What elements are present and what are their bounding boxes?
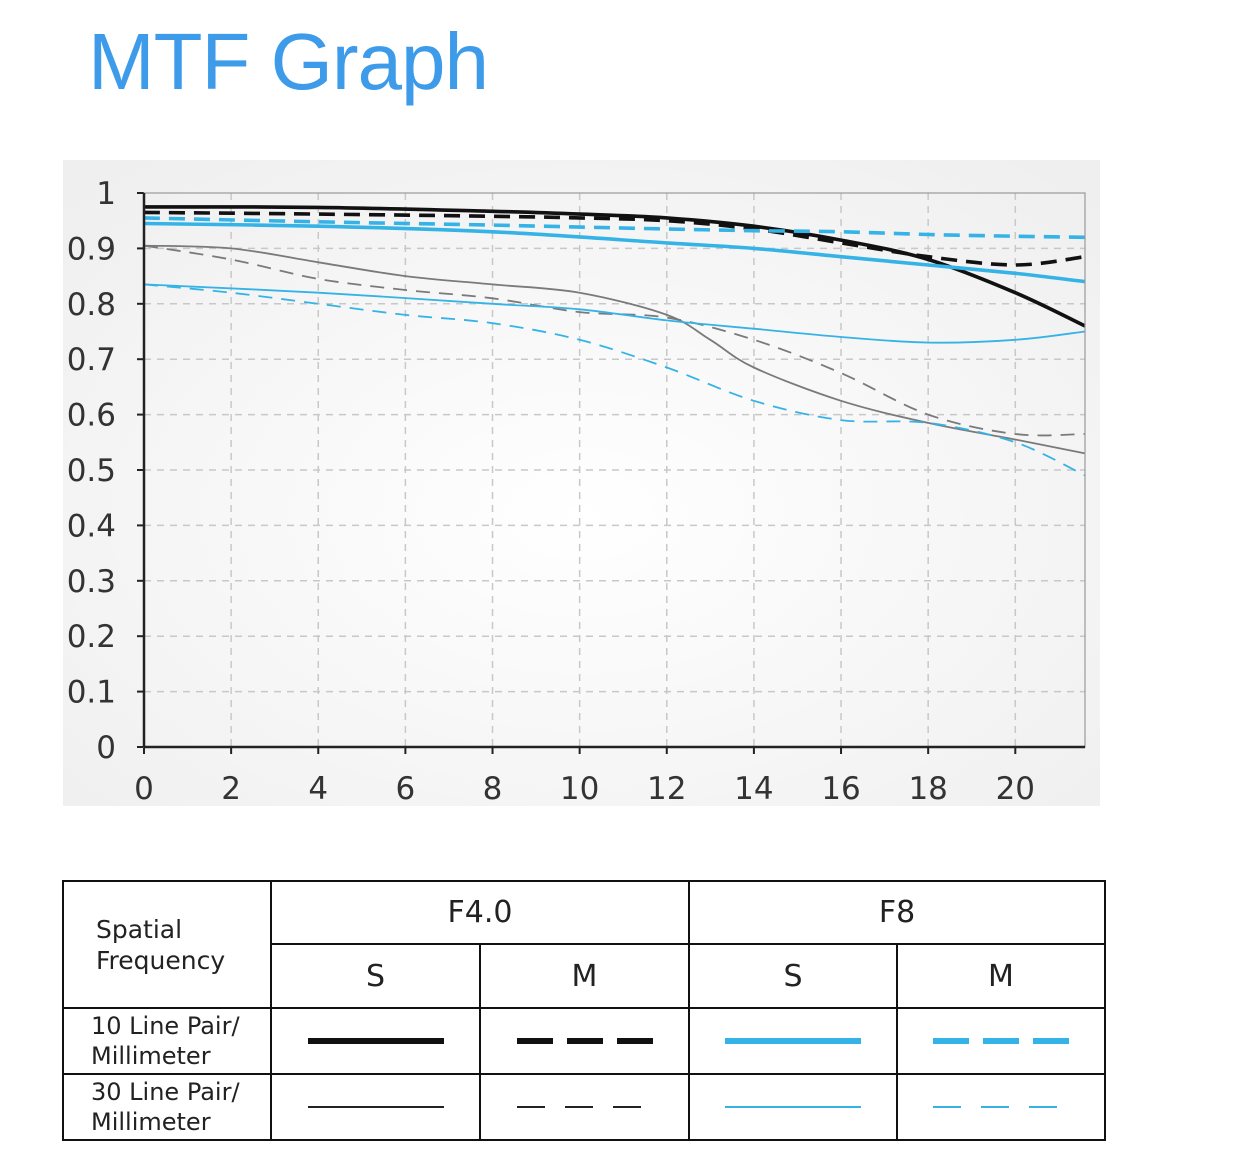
f4-s-header: S xyxy=(270,943,481,1009)
y-tick-label: 0.3 xyxy=(67,564,116,600)
row-30lp-line2: Millimeter xyxy=(91,1108,211,1136)
line-swatch-black-solid-thick xyxy=(307,1038,444,1044)
x-tick-label: 16 xyxy=(821,771,860,806)
x-tick-label: 14 xyxy=(734,771,773,806)
swatch-30lp-f4-m xyxy=(479,1073,690,1141)
y-tick-label: 0.7 xyxy=(67,342,116,378)
swatch-10lp-f4-m xyxy=(479,1007,690,1075)
y-tick-label: 0.5 xyxy=(67,453,116,489)
series-10-line-pair-millimeter-f4-0-m-line xyxy=(143,210,1086,267)
series-layer xyxy=(143,205,1086,477)
series-30-line-pair-millimeter-f4-0-m-line xyxy=(143,244,1086,437)
f8-s-header: S xyxy=(688,943,898,1009)
aperture-f8-header: F8 xyxy=(688,880,1106,945)
legend-table: Spatial Frequency F4.0 F8 S M S M 10 Lin… xyxy=(62,880,1106,1141)
axis-layer xyxy=(137,192,1086,754)
legend-corner-cell: Spatial Frequency xyxy=(62,880,272,1009)
line-swatch-blue-dashed-thick xyxy=(933,1038,1069,1044)
y-tick-label: 1 xyxy=(96,176,116,212)
swatch-30lp-f8-s xyxy=(688,1073,898,1141)
legend-corner-line2: Frequency xyxy=(96,945,226,975)
y-tick-label: 0.9 xyxy=(67,231,116,267)
series-30-line-pair-millimeter-f8-s-line xyxy=(143,283,1086,344)
legend-header-row: Spatial Frequency F4.0 F8 xyxy=(62,880,1106,1009)
swatch-30lp-f4-s xyxy=(270,1073,481,1141)
x-tick-label: 0 xyxy=(134,771,154,806)
y-tick-label: 0 xyxy=(96,730,116,766)
f8-m-header: M xyxy=(896,943,1106,1009)
row-10lp-line2: Millimeter xyxy=(91,1042,211,1070)
row-30lp-label: 30 Line Pair/ Millimeter xyxy=(62,1073,272,1141)
series-30-line-pair-millimeter-f8-m-line xyxy=(143,283,1086,477)
x-tick-label: 12 xyxy=(647,771,686,806)
legend-row-30lp: 30 Line Pair/ Millimeter xyxy=(62,1073,1106,1141)
row-30lp-line1: 30 Line Pair/ xyxy=(91,1078,240,1106)
line-swatch-black-dashed-thick xyxy=(516,1038,653,1044)
swatch-30lp-f8-m xyxy=(896,1073,1106,1141)
row-10lp-line1: 10 Line Pair/ xyxy=(91,1012,240,1040)
swatch-10lp-f8-m xyxy=(896,1007,1106,1075)
x-tick-label: 8 xyxy=(483,771,503,806)
f4-m-header: M xyxy=(479,943,690,1009)
y-tick-label: 0.8 xyxy=(67,287,116,323)
series-30-line-pair-millimeter-f4-0-s-line xyxy=(143,244,1086,455)
aperture-f4-header: F4.0 xyxy=(270,880,690,945)
series-10-line-pair-millimeter-f8-s-line xyxy=(143,221,1086,284)
legend-row-10lp: 10 Line Pair/ Millimeter xyxy=(62,1007,1106,1075)
x-tick-label: 20 xyxy=(996,771,1035,806)
x-tick-label: 18 xyxy=(908,771,947,806)
line-swatch-gray-solid-thin xyxy=(307,1106,444,1108)
x-tick-label: 4 xyxy=(308,771,328,806)
series-10-line-pair-millimeter-f8-m-line xyxy=(143,216,1086,240)
x-tick-label: 2 xyxy=(221,771,241,806)
y-tick-label: 0.4 xyxy=(67,508,116,544)
page-title: MTF Graph xyxy=(88,17,489,106)
mtf-chart-svg: 00.10.20.30.40.50.60.70.80.910 2 4 6 8 10 12 14… xyxy=(63,160,1100,806)
y-tick-label: 0.2 xyxy=(67,619,116,655)
swatch-10lp-f8-s xyxy=(688,1007,898,1075)
grid-layer xyxy=(144,193,1085,747)
mtf-chart: 0 0.1 0.2 0.3 0.4 0.5 0.6 0.7 0.8 0.9 1 0 2 4 6 8 10 12 14… xyxy=(63,160,1100,806)
y-tick-label: 0.6 xyxy=(67,398,116,434)
line-swatch-gray-dashed-thin xyxy=(516,1106,653,1108)
legend-corner-line1: Spatial xyxy=(96,914,183,944)
x-tick-label: 10 xyxy=(560,771,599,806)
swatch-10lp-f4-s xyxy=(270,1007,481,1075)
tick-layer: 00.10.20.30.40.50.60.70.80.910 2 4 6 8 10 12 14… xyxy=(67,176,1035,806)
line-swatch-blue-dashed-thin xyxy=(933,1106,1069,1108)
row-10lp-label: 10 Line Pair/ Millimeter xyxy=(62,1007,272,1075)
legend-subheader-row: S M S M xyxy=(63,943,1106,1009)
x-tick-label: 6 xyxy=(396,771,416,806)
line-swatch-blue-solid-thin xyxy=(725,1106,861,1108)
y-tick-label: 0.1 xyxy=(67,675,116,711)
chart-background xyxy=(63,160,1100,806)
line-swatch-blue-solid-thick xyxy=(725,1038,861,1044)
